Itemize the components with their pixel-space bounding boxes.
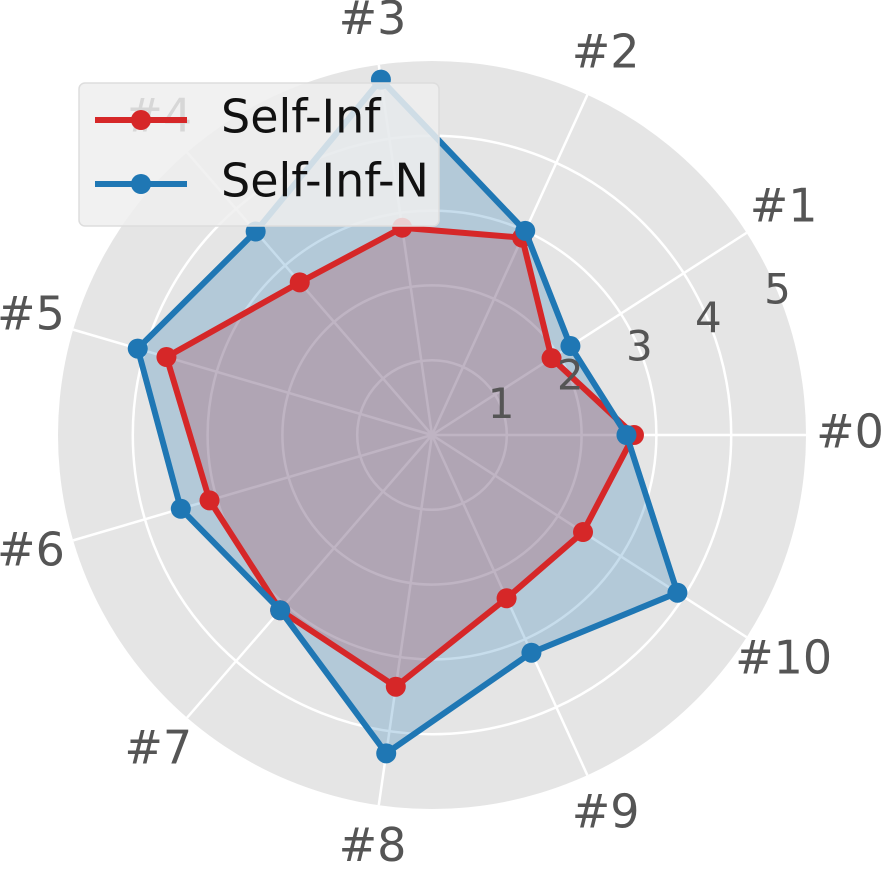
category-label-9: #9 [572, 785, 640, 839]
series-1-point-0 [616, 425, 637, 445]
legend: Self-Inf Self-Inf-N [78, 82, 440, 227]
category-label-2: #2 [572, 24, 640, 78]
spoke-7 [186, 434, 433, 719]
series-0-point-8 [385, 676, 406, 697]
series-1-point-10 [667, 582, 688, 603]
series-0-point-5 [156, 347, 177, 368]
series-1-line [134, 76, 681, 757]
series-1-point-9 [521, 642, 542, 663]
r-tick-label-1: 1 [488, 379, 515, 428]
r-tick-label-5: 5 [764, 264, 791, 313]
series-1-point-8 [376, 743, 397, 764]
category-label-8: #8 [339, 818, 407, 869]
series-0-point-1 [541, 348, 562, 369]
series-area [127, 69, 688, 764]
legend-label-1: Self-Inf-N [221, 154, 429, 208]
legend-marker-0 [131, 110, 151, 130]
spoke-2 [430, 94, 589, 436]
r-tick-label-3: 3 [626, 322, 653, 371]
r-tick-label-4: 4 [695, 293, 722, 342]
category-label-1: #1 [750, 179, 818, 233]
category-label-3: #3 [339, 0, 407, 45]
series-0-line [163, 224, 637, 690]
series-1-point-5 [127, 338, 148, 359]
series-0-point-4 [289, 272, 310, 293]
legend-marker-1 [131, 174, 151, 194]
series-0-point-9 [496, 588, 517, 609]
category-label-10: #10 [735, 630, 832, 684]
r-tick-label-2: 2 [557, 350, 584, 399]
spoke-6 [72, 433, 433, 542]
category-label-5: #5 [0, 287, 65, 341]
series-0-fill [166, 227, 634, 687]
series-0-point-6 [199, 490, 220, 511]
category-label-7: #7 [124, 720, 192, 774]
spoke-1 [431, 231, 748, 437]
category-label-0: #0 [816, 405, 884, 459]
series-1-point-6 [170, 498, 191, 519]
legend-label-0: Self-Inf [221, 90, 382, 144]
series-1-fill [137, 79, 678, 754]
series-1-point-1 [560, 336, 581, 357]
series-1-point-7 [270, 600, 291, 621]
series-0-point-10 [573, 522, 594, 543]
category-label-6: #6 [0, 522, 65, 576]
series-1-point-2 [515, 220, 536, 241]
